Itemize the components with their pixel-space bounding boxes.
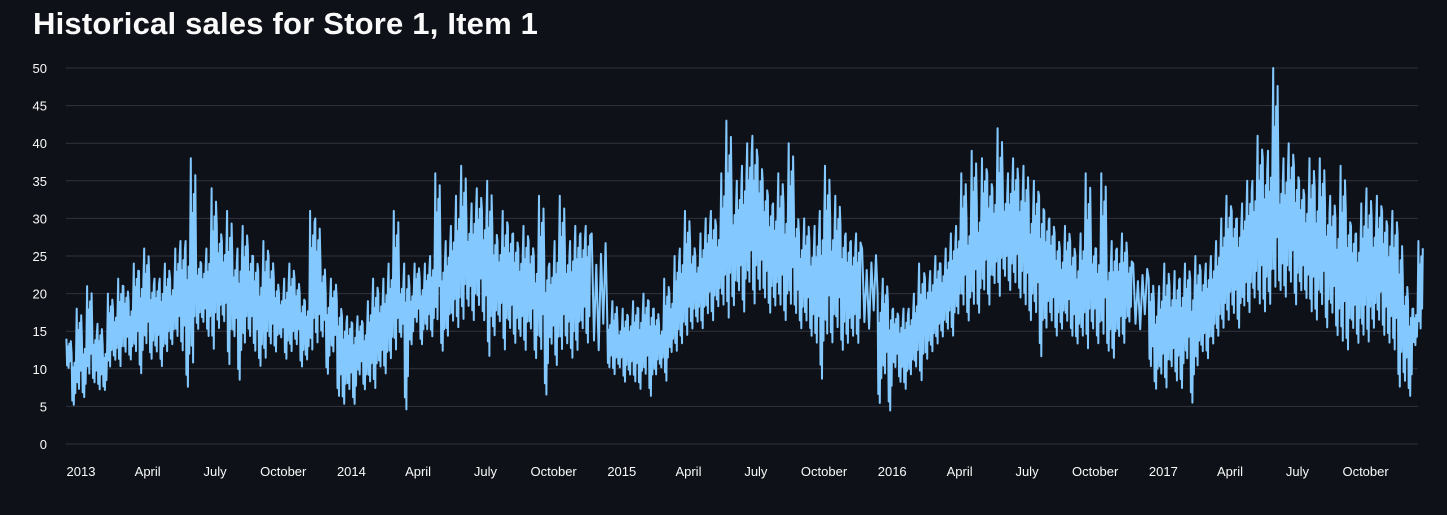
x-tick-label: July <box>204 464 228 479</box>
x-tick-label: July <box>1015 464 1039 479</box>
x-tick-label: 2013 <box>67 464 96 479</box>
x-tick-label: 2016 <box>878 464 907 479</box>
x-axis: 2013 April July October 2014 April July October… <box>67 464 1390 479</box>
page-title: Historical sales for Store 1, Item 1 <box>33 6 539 41</box>
series-line <box>65 67 1424 412</box>
y-tick-label: 20 <box>33 287 47 302</box>
y-tick-label: 40 <box>33 136 47 151</box>
x-tick-label: April <box>135 464 161 479</box>
x-tick-label: 2015 <box>607 464 636 479</box>
x-tick-label: 2014 <box>337 464 366 479</box>
x-tick-label: October <box>801 464 848 479</box>
x-tick-label: October <box>260 464 307 479</box>
x-tick-label: July <box>744 464 768 479</box>
x-tick-label: July <box>1286 464 1310 479</box>
x-tick-label: 2017 <box>1149 464 1178 479</box>
y-tick-label: 35 <box>33 174 47 189</box>
gridlines <box>66 67 1418 445</box>
x-tick-label: April <box>675 464 701 479</box>
y-tick-label: 10 <box>33 362 47 377</box>
x-tick-label: April <box>405 464 431 479</box>
y-tick-label: 25 <box>33 249 47 264</box>
y-tick-label: 50 <box>33 61 47 76</box>
x-tick-label: July <box>474 464 498 479</box>
y-axis: 0 5 10 15 20 25 30 35 40 45 50 <box>33 61 47 452</box>
sales-series-path <box>65 67 1424 412</box>
x-tick-label: October <box>531 464 578 479</box>
y-tick-label: 30 <box>33 211 47 226</box>
x-tick-label: April <box>947 464 973 479</box>
x-tick-label: October <box>1072 464 1119 479</box>
x-tick-label: October <box>1342 464 1389 479</box>
y-tick-label: 45 <box>33 99 47 114</box>
x-tick-label: April <box>1217 464 1243 479</box>
y-tick-label: 5 <box>40 399 47 414</box>
y-tick-label: 0 <box>40 437 47 452</box>
series-layer <box>65 67 1424 412</box>
y-tick-label: 15 <box>33 324 47 339</box>
